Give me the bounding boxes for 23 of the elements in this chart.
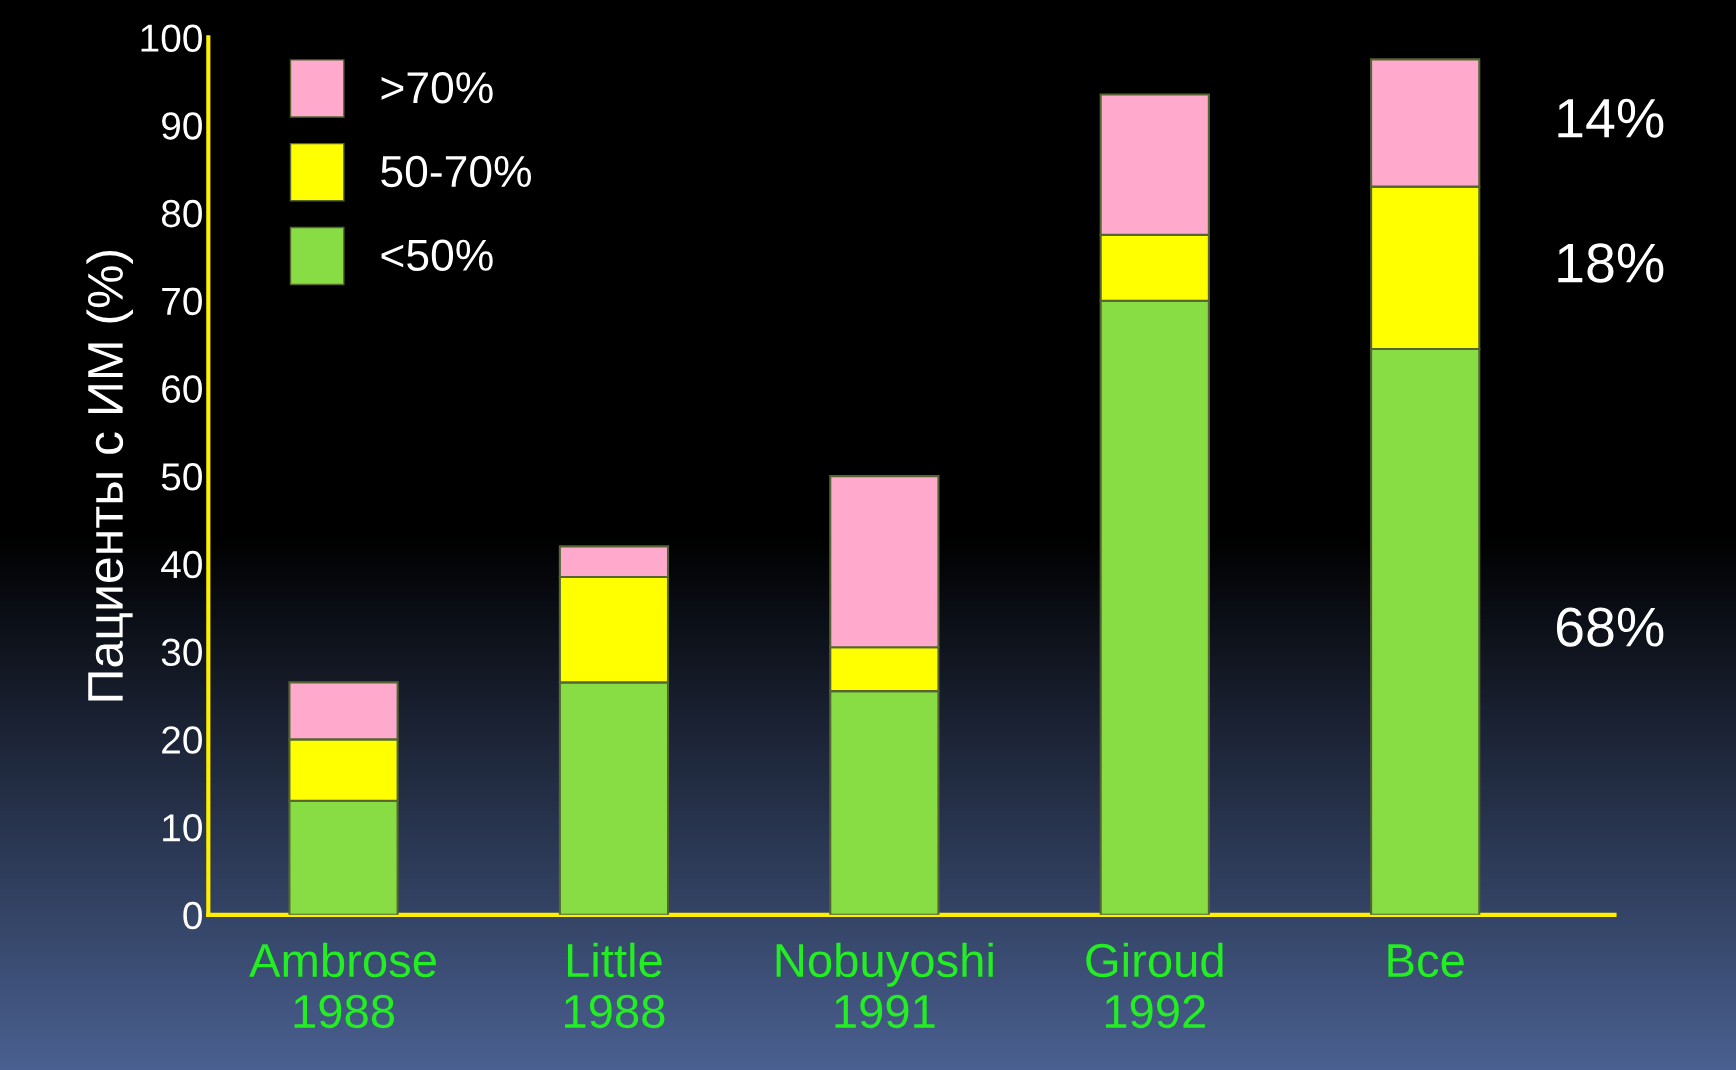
y-tick-label: 60 — [162, 375, 202, 403]
y-tick-label: 80 — [161, 199, 202, 228]
y-tick-label: 10 — [163, 814, 202, 842]
x-tick-label: Все — [1388, 944, 1464, 978]
x-tick-label: Ambrose 1988 — [249, 942, 436, 1029]
x-tick-label: Giroud 1992 — [1086, 942, 1223, 1029]
legend-label: >70% — [381, 71, 493, 104]
y-tick-label: 0 — [183, 901, 202, 930]
legend-label: <50% — [381, 239, 493, 272]
x-tick-label: Nobuyoshi 1991 — [776, 942, 993, 1029]
y-tick-label: 40 — [161, 550, 202, 579]
y-tick-label: 90 — [162, 112, 202, 140]
annotation: 68% — [1556, 607, 1664, 647]
legend-label: 50-70% — [381, 155, 531, 188]
y-tick-label: 30 — [161, 638, 202, 667]
annotation: 14% — [1558, 98, 1664, 138]
annotation: 18% — [1558, 243, 1664, 283]
x-tick-label: Little 1988 — [565, 942, 665, 1029]
y-tick-label: 70 — [162, 287, 202, 316]
y-axis-title: Пациенты с ИМ (%) — [86, 250, 133, 701]
y-tick-label: 20 — [162, 726, 202, 754]
y-tick-label: 100 — [141, 24, 202, 52]
y-tick-label: 50 — [161, 463, 202, 491]
